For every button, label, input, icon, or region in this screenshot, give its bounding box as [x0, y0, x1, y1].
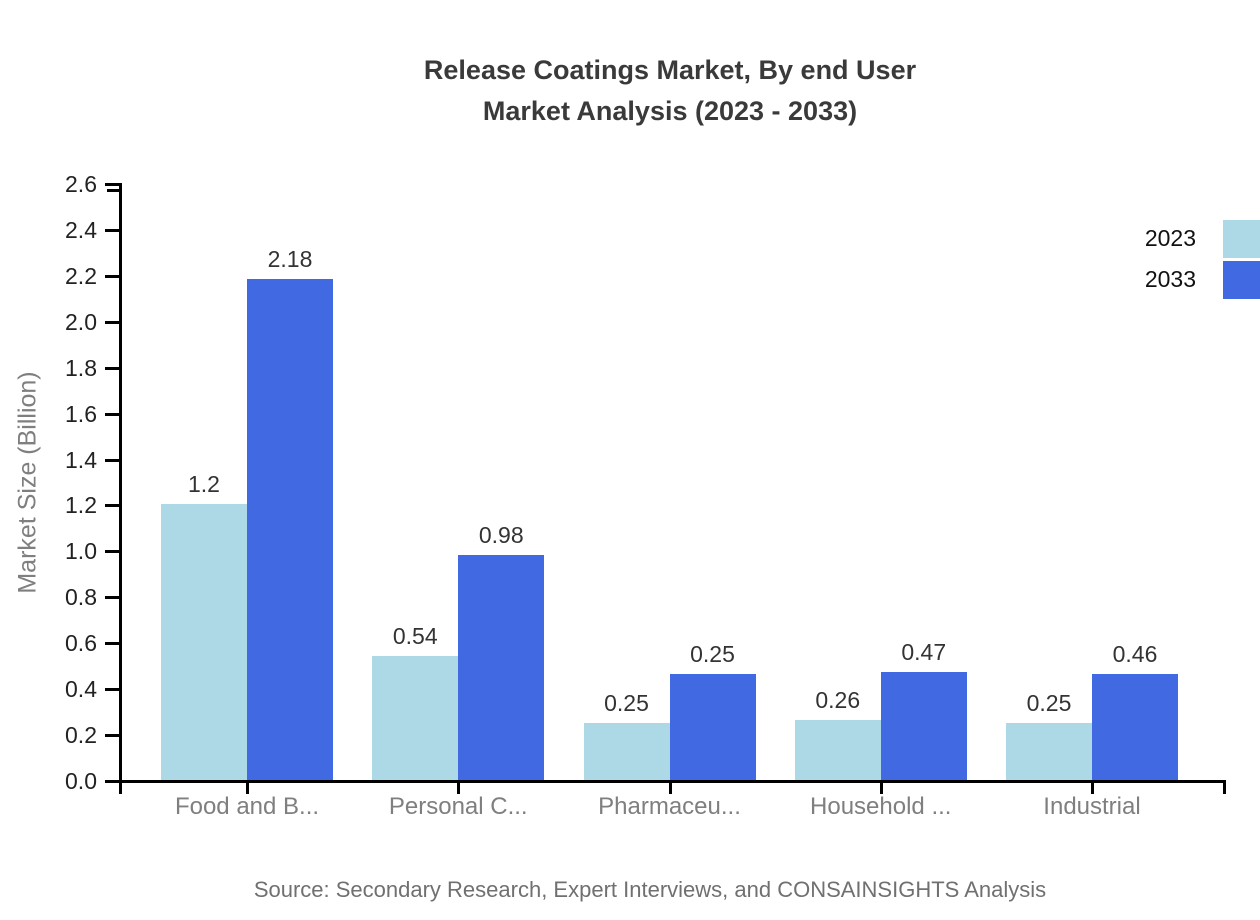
category-label: Personal C... [388, 793, 528, 820]
y-tick-label: 0.4 [65, 676, 97, 702]
y-tick [105, 229, 119, 232]
y-tick-label: 2.6 [65, 171, 97, 197]
y-tick-label: 1.2 [65, 492, 97, 518]
bar-2023 [372, 656, 459, 780]
bar-2033 [669, 674, 756, 780]
y-axis-top-cap [107, 189, 119, 192]
bar-value-label: 0.46 [1112, 641, 1158, 667]
y-tick [105, 504, 119, 507]
y-tick-label: 0.6 [65, 630, 97, 656]
bar-value-label: 1.2 [188, 471, 220, 497]
y-tick-label: 1.0 [65, 538, 97, 564]
bar-2023 [1006, 723, 1092, 780]
category-label: Household ... [810, 793, 952, 820]
y-tick [105, 734, 119, 737]
legend-label-2023: 2023 [1144, 225, 1196, 251]
bar-2023 [161, 504, 247, 780]
y-tick-label: 1.8 [65, 355, 97, 381]
category-label: Food and B... [174, 793, 320, 820]
bar-value-label: 0.25 [604, 690, 649, 716]
category-label: Pharmaceu... [598, 793, 741, 820]
y-tick [105, 183, 119, 186]
chart-title-line2: Market Analysis (2023 - 2033) [482, 96, 858, 126]
bar-2023 [794, 720, 881, 780]
y-tick [105, 780, 119, 783]
bar-2033 [880, 672, 967, 780]
bar-value-label: 0.54 [392, 623, 438, 649]
bar-value-label: 0.26 [815, 687, 861, 713]
y-tick [105, 367, 119, 370]
y-tick-label: 0.8 [65, 584, 97, 610]
x-axis-end-tick [1222, 781, 1226, 794]
legend-swatch-2023 [1223, 220, 1260, 258]
legend-label-2033: 2033 [1144, 266, 1196, 292]
bar-2023 [583, 723, 670, 780]
y-tick [105, 642, 119, 645]
bar-2033 [458, 555, 545, 780]
x-tick [457, 781, 461, 794]
x-tick [246, 781, 249, 794]
legend-swatch-2033 [1223, 261, 1260, 299]
x-tick [879, 781, 883, 794]
y-tick-label: 2.0 [65, 309, 97, 335]
y-tick-label: 2.2 [65, 263, 97, 289]
bar-2033 [247, 279, 333, 780]
x-axis-end-tick [118, 781, 122, 794]
bar-value-label: 0.25 [1026, 690, 1072, 716]
bar-2033 [1092, 674, 1178, 780]
y-tick [105, 459, 119, 462]
bar-value-label: 2.18 [267, 246, 313, 272]
x-axis-line [118, 780, 1226, 783]
y-tick-label: 0.2 [65, 722, 97, 748]
x-tick [668, 781, 672, 794]
bar-value-label: 0.25 [690, 641, 735, 667]
x-tick [1091, 781, 1094, 794]
y-tick [105, 413, 119, 416]
y-tick-label: 1.4 [65, 447, 97, 473]
chart-title-line1: Release Coatings Market, By end User [423, 55, 917, 85]
category-label: Industrial [1043, 793, 1141, 820]
y-axis-line [118, 183, 122, 783]
bar-value-label: 0.47 [901, 639, 947, 665]
chart-title: Release Coatings Market, By end User Mar… [80, 50, 1260, 132]
y-tick [105, 596, 119, 599]
bar-value-label: 0.98 [478, 522, 524, 548]
y-tick [105, 688, 119, 691]
y-tick [105, 275, 119, 278]
y-tick-label: 2.4 [65, 217, 97, 243]
source-note: Source: Secondary Research, Expert Inter… [253, 877, 1047, 902]
y-tick [105, 321, 119, 324]
y-tick-label: 0.0 [65, 768, 97, 794]
y-tick [105, 550, 119, 553]
y-tick-label: 1.6 [65, 401, 97, 427]
